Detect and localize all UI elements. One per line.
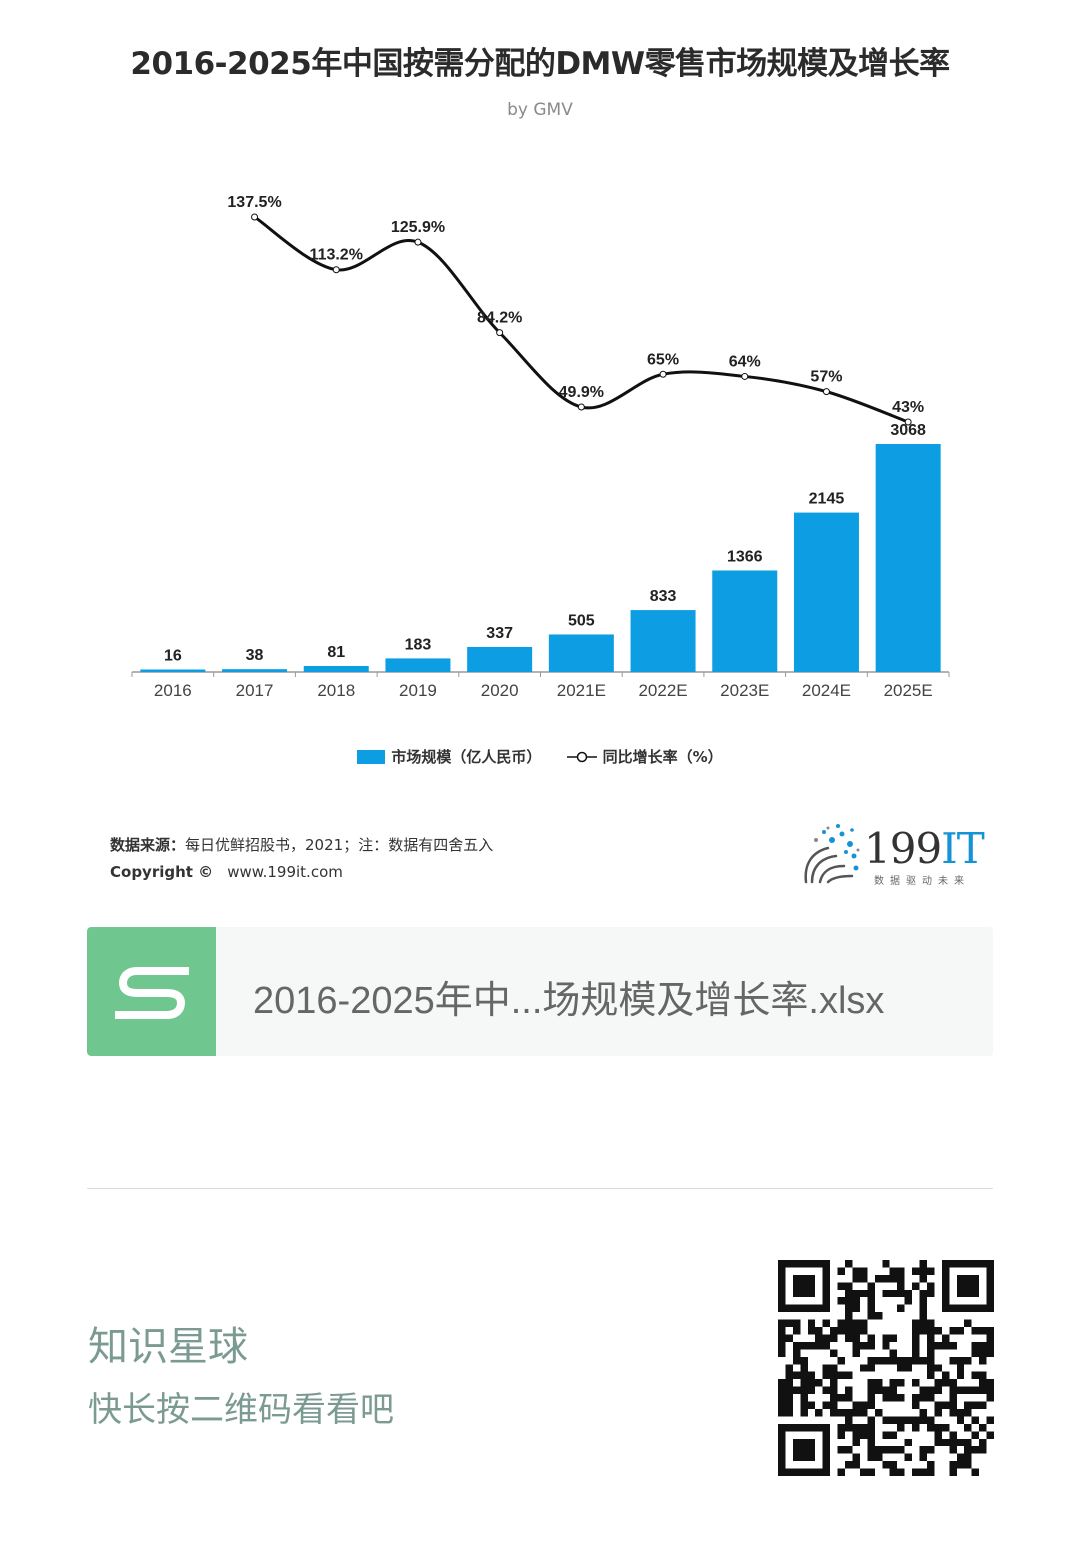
growth-rate-point [577, 403, 585, 411]
logo-tagline: 数据驱动未来 [874, 876, 970, 887]
growth-rate-label: 137.5% [227, 194, 281, 211]
growth-rate-label: 57% [810, 369, 842, 386]
legend-item-bar: 市场规模（亿人民币） [357, 746, 541, 767]
logo-text: 199IT [864, 824, 985, 873]
growth-rate-label: 49.9% [559, 384, 604, 401]
file-attachment-card[interactable]: 2016-2025年中...场规模及增长率.xlsx [87, 927, 993, 1056]
bar [548, 634, 614, 672]
bar [712, 570, 778, 672]
bar [140, 669, 206, 672]
copyright-label: Copyright © [110, 863, 214, 881]
chart-title: 2016-2025年中国按需分配的DMW零售市场规模及增长率 [130, 46, 950, 82]
growth-rate-line [253, 215, 909, 424]
growth-rate-point [659, 370, 667, 378]
bar-value-label: 183 [405, 636, 432, 653]
copyright: Copyright © www.199it.com [110, 863, 343, 881]
growth-rate-label: 65% [647, 351, 679, 368]
bar-value-label: 16 [164, 648, 182, 665]
source-label: 数据来源： [110, 836, 186, 854]
file-name: 2016-2025年中...场规模及增长率.xlsx [253, 980, 885, 1022]
bar-value-label: 833 [650, 588, 677, 605]
bar [793, 512, 859, 672]
x-tick-label: 2016 [154, 681, 192, 700]
growth-rate-point [332, 266, 340, 274]
bar [385, 658, 451, 672]
bar [222, 669, 288, 672]
chart: 16 2016 38 2017 81 2018 183 2019 337 2020 505 2021E… [131, 194, 950, 700]
growth-rate-point [251, 213, 259, 221]
x-tick-label: 2023E [720, 681, 769, 700]
growth-rate-label: 84.2% [477, 310, 522, 327]
chart-legend: 市场规模（亿人民币） 同比增长率（%） [0, 746, 1080, 768]
growth-rate-label: 113.2% [310, 247, 363, 264]
legend-line-label: 同比增长率（%） [602, 748, 723, 766]
divider [87, 1188, 993, 1189]
bar-value-label: 81 [327, 644, 345, 661]
legend-bar-label: 市场规模（亿人民币） [391, 748, 542, 766]
bar-value-label: 1366 [727, 548, 763, 565]
x-tick-label: 2022E [638, 681, 687, 700]
data-source: 数据来源：每日优鲜招股书，2021；注：数据有四舍五入 [110, 834, 493, 855]
bar-value-label: 2145 [809, 491, 845, 508]
x-tick-label: 2025E [884, 681, 933, 700]
x-tick-label: 2017 [236, 681, 274, 700]
growth-rate-point [741, 372, 749, 380]
x-tick-label: 2018 [317, 681, 355, 700]
growth-rate-point [414, 238, 422, 246]
legend-bar-swatch [357, 749, 386, 764]
growth-rate-point [904, 418, 912, 426]
legend-item-line: 同比增长率（%） [566, 746, 723, 767]
bar [875, 444, 941, 672]
qr-code-icon[interactable] [778, 1260, 994, 1476]
x-tick-label: 2024E [802, 681, 851, 700]
planet-subtitle: 快长按二维码看看吧 [88, 1390, 394, 1430]
bar-value-label: 505 [568, 612, 595, 629]
growth-rate-label: 64% [729, 353, 761, 370]
bar [630, 610, 696, 672]
planet-title: 知识星球 [88, 1324, 248, 1370]
bar [303, 665, 369, 672]
source-text: 每日优鲜招股书，2021；注：数据有四舍五入 [185, 836, 494, 854]
chart-subtitle: by GMV [507, 100, 573, 120]
x-tick-label: 2020 [481, 681, 519, 700]
growth-rate-point [822, 388, 830, 396]
copyright-url: www.199it.com [227, 863, 343, 881]
logo-dots-icon [804, 824, 860, 884]
bar [467, 646, 533, 672]
bar-value-label: 38 [246, 647, 264, 664]
x-tick-label: 2019 [399, 681, 437, 700]
logo-199it: 199IT 数据驱动未来 [798, 822, 988, 892]
legend-line-marker-icon [566, 751, 597, 762]
growth-rate-label: 43% [892, 399, 924, 416]
x-tick-label: 2021E [557, 681, 606, 700]
growth-rate-label: 125.9% [391, 219, 445, 236]
bar-value-label: 337 [486, 625, 513, 642]
spreadsheet-s-icon [87, 927, 216, 1056]
bar-value-label: 3068 [890, 422, 926, 439]
growth-rate-point [496, 329, 504, 337]
